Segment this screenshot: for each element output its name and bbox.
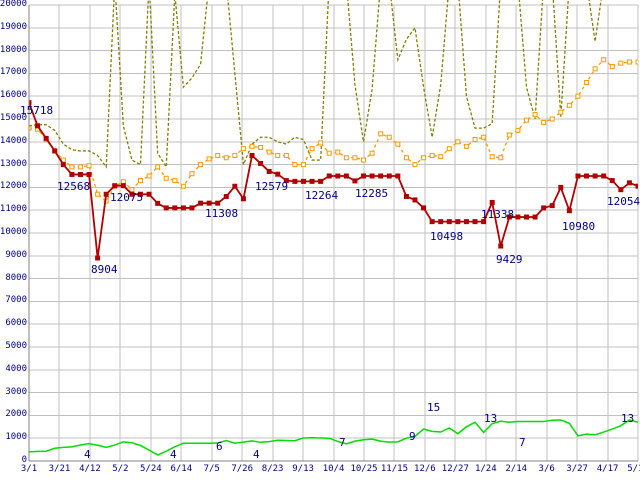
y-tick-label: 19000 [0,21,27,32]
y-tick-label: 11000 [0,204,27,215]
data-label-low: 7 [519,436,526,449]
x-tick-label: 11/15 [380,464,408,474]
x-tick-label: 5/2 [112,464,129,474]
y-tick-label: 16000 [0,90,27,101]
x-tick-label: 3/27 [566,464,588,474]
data-label-low: 7 [339,436,346,449]
x-tick-label: 6/14 [170,464,193,474]
data-label-main: 15718 [20,104,54,117]
y-tick-label: 17000 [0,67,27,78]
x-tick-label: 12/6 [414,464,436,474]
y-tick-label: 20000 [0,0,27,9]
y-tick-label: 4000 [5,363,27,374]
x-tick-label: 5/24 [140,464,162,474]
y-tick-label: 12000 [0,181,27,192]
y-tick-label: 13000 [0,158,27,169]
x-tick-label: 9/13 [292,464,314,474]
y-tick-label: 15000 [0,113,27,123]
x-tick-label: 10/25 [350,464,378,474]
y-tick-label: 6000 [5,318,27,329]
data-label-main: 11308 [205,207,239,220]
data-label-low: 9 [409,430,416,443]
y-tick-label: 10000 [0,227,27,237]
data-label-low: 4 [253,448,260,461]
x-tick-label: 7/5 [203,464,220,474]
x-tick-label: 4/17 [596,464,619,474]
x-tick-label: 10/4 [322,464,345,474]
data-label-low: 15 [427,401,441,414]
data-label-main: 9429 [496,253,523,266]
x-tick-label: 2/14 [505,464,528,474]
data-label-low: 4 [84,448,91,461]
x-tick-label: 3/1 [20,464,38,474]
axis-lines [28,5,638,462]
x-tick-label: 1/24 [474,464,497,474]
y-tick-label: 8000 [5,272,27,283]
data-label-main: 12264 [305,189,339,202]
x-tick-label: 3/21 [48,464,71,474]
data-label-low: 13 [621,412,635,425]
data-label-main: 12579 [255,180,289,193]
data-label-main: 12285 [355,187,389,200]
data-label-main: 12054 [607,195,640,208]
x-tick-label: 12/27 [441,464,469,474]
x-tick-label: 7/26 [231,464,254,474]
x-tick-label: 8/23 [261,464,284,474]
series-series_mid [29,57,638,204]
y-tick-label: 18000 [0,44,27,55]
x-tick-label: 4/12 [79,464,101,474]
data-label-main: 10980 [562,220,596,233]
y-tick-label: 7000 [5,295,27,306]
y-tick-label: 9000 [5,249,27,260]
y-tick-label: 14000 [0,135,27,146]
data-label-main: 8904 [91,263,118,276]
data-label-low: 4 [170,448,177,461]
data-label-low: 13 [484,412,498,425]
y-tick-label: 1000 [5,432,27,443]
series-series_low [29,419,638,456]
series-series_main [29,100,638,261]
data-label-main: 10498 [430,230,464,243]
series-lines [29,0,638,456]
data-label-low: 6 [216,440,223,453]
y-tick-label: 3000 [5,386,27,397]
data-label-main: 12075 [110,191,144,204]
x-tick-label: 3/6 [538,464,555,474]
y-tick-label: 5000 [5,341,27,351]
x-tick-label: 5/15 [627,464,640,474]
y-tick-label: 2000 [5,409,27,420]
data-label-main: 11338 [481,208,515,221]
data-label-main: 12568 [57,180,91,193]
y-tick-label: 0 [21,455,27,465]
